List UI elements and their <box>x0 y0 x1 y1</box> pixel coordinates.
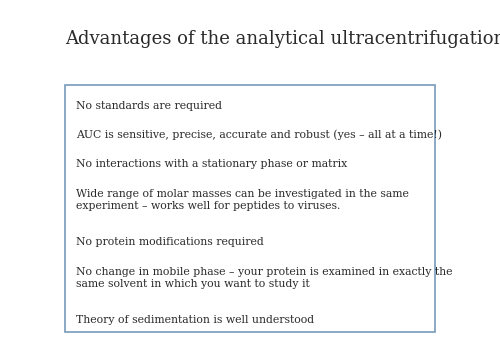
Text: No change in mobile phase – your protein is examined in exactly the
same solvent: No change in mobile phase – your protein… <box>76 267 452 288</box>
Text: AUC is sensitive, precise, accurate and robust (yes – all at a time!): AUC is sensitive, precise, accurate and … <box>76 130 442 140</box>
Text: No standards are required: No standards are required <box>76 101 222 110</box>
Text: Wide range of molar masses can be investigated in the same
experiment – works we: Wide range of molar masses can be invest… <box>76 189 409 210</box>
Text: Theory of sedimentation is well understood: Theory of sedimentation is well understo… <box>76 315 314 325</box>
Text: No interactions with a stationary phase or matrix: No interactions with a stationary phase … <box>76 159 347 169</box>
Text: No protein modifications required: No protein modifications required <box>76 237 264 247</box>
Text: Advantages of the analytical ultracentrifugation: Advantages of the analytical ultracentri… <box>65 30 500 48</box>
FancyBboxPatch shape <box>65 85 435 332</box>
